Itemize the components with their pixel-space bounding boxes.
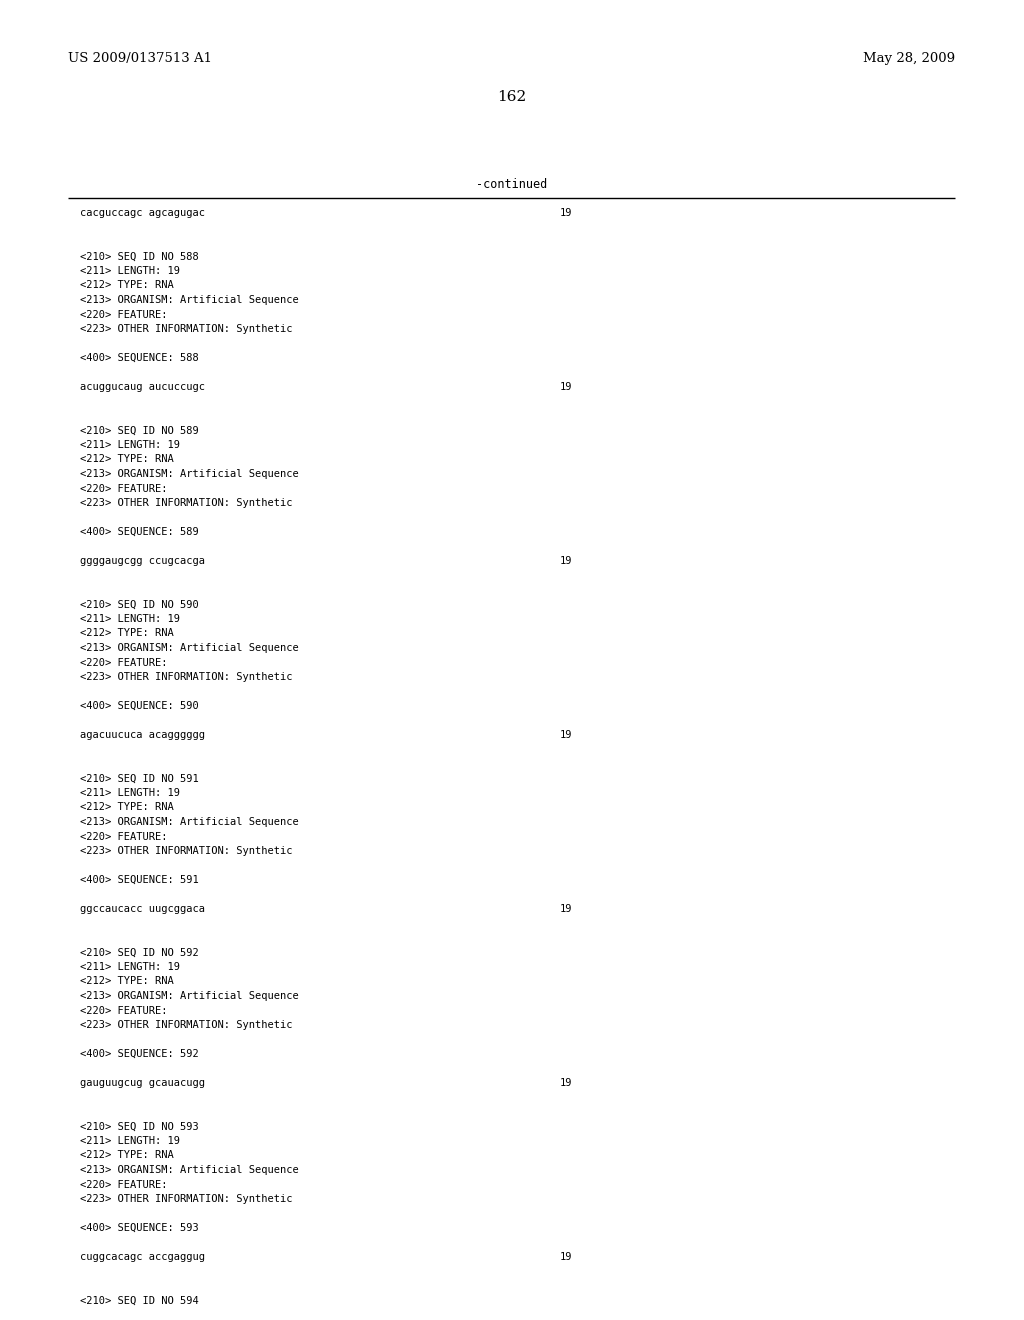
Text: gauguugcug gcauacugg: gauguugcug gcauacugg <box>80 1078 205 1088</box>
Text: <223> OTHER INFORMATION: Synthetic: <223> OTHER INFORMATION: Synthetic <box>80 498 293 508</box>
Text: <220> FEATURE:: <220> FEATURE: <box>80 1180 168 1189</box>
Text: <220> FEATURE:: <220> FEATURE: <box>80 309 168 319</box>
Text: <212> TYPE: RNA: <212> TYPE: RNA <box>80 977 174 986</box>
Text: <210> SEQ ID NO 592: <210> SEQ ID NO 592 <box>80 948 199 957</box>
Text: <223> OTHER INFORMATION: Synthetic: <223> OTHER INFORMATION: Synthetic <box>80 1195 293 1204</box>
Text: <212> TYPE: RNA: <212> TYPE: RNA <box>80 628 174 639</box>
Text: 162: 162 <box>498 90 526 104</box>
Text: <220> FEATURE:: <220> FEATURE: <box>80 483 168 494</box>
Text: <212> TYPE: RNA: <212> TYPE: RNA <box>80 281 174 290</box>
Text: 19: 19 <box>560 556 572 566</box>
Text: <400> SEQUENCE: 591: <400> SEQUENCE: 591 <box>80 875 199 884</box>
Text: US 2009/0137513 A1: US 2009/0137513 A1 <box>68 51 212 65</box>
Text: <223> OTHER INFORMATION: Synthetic: <223> OTHER INFORMATION: Synthetic <box>80 672 293 682</box>
Text: <400> SEQUENCE: 590: <400> SEQUENCE: 590 <box>80 701 199 711</box>
Text: 19: 19 <box>560 381 572 392</box>
Text: <211> LENGTH: 19: <211> LENGTH: 19 <box>80 440 180 450</box>
Text: 19: 19 <box>560 1251 572 1262</box>
Text: cacguccagc agcagugac: cacguccagc agcagugac <box>80 209 205 218</box>
Text: 19: 19 <box>560 904 572 913</box>
Text: <211> LENGTH: 19: <211> LENGTH: 19 <box>80 267 180 276</box>
Text: <220> FEATURE:: <220> FEATURE: <box>80 832 168 842</box>
Text: <213> ORGANISM: Artificial Sequence: <213> ORGANISM: Artificial Sequence <box>80 817 299 828</box>
Text: 19: 19 <box>560 730 572 741</box>
Text: <400> SEQUENCE: 593: <400> SEQUENCE: 593 <box>80 1224 199 1233</box>
Text: <212> TYPE: RNA: <212> TYPE: RNA <box>80 1151 174 1160</box>
Text: <213> ORGANISM: Artificial Sequence: <213> ORGANISM: Artificial Sequence <box>80 294 299 305</box>
Text: <220> FEATURE:: <220> FEATURE: <box>80 1006 168 1015</box>
Text: ggccaucacc uugcggaca: ggccaucacc uugcggaca <box>80 904 205 913</box>
Text: <213> ORGANISM: Artificial Sequence: <213> ORGANISM: Artificial Sequence <box>80 469 299 479</box>
Text: ggggaugcgg ccugcacga: ggggaugcgg ccugcacga <box>80 556 205 566</box>
Text: <211> LENGTH: 19: <211> LENGTH: 19 <box>80 614 180 624</box>
Text: 19: 19 <box>560 1078 572 1088</box>
Text: <211> LENGTH: 19: <211> LENGTH: 19 <box>80 788 180 799</box>
Text: <213> ORGANISM: Artificial Sequence: <213> ORGANISM: Artificial Sequence <box>80 991 299 1001</box>
Text: <211> LENGTH: 19: <211> LENGTH: 19 <box>80 1137 180 1146</box>
Text: 19: 19 <box>560 209 572 218</box>
Text: <220> FEATURE:: <220> FEATURE: <box>80 657 168 668</box>
Text: May 28, 2009: May 28, 2009 <box>863 51 955 65</box>
Text: <210> SEQ ID NO 589: <210> SEQ ID NO 589 <box>80 425 199 436</box>
Text: <400> SEQUENCE: 592: <400> SEQUENCE: 592 <box>80 1049 199 1059</box>
Text: <212> TYPE: RNA: <212> TYPE: RNA <box>80 803 174 813</box>
Text: <212> TYPE: RNA: <212> TYPE: RNA <box>80 454 174 465</box>
Text: <210> SEQ ID NO 593: <210> SEQ ID NO 593 <box>80 1122 199 1131</box>
Text: <223> OTHER INFORMATION: Synthetic: <223> OTHER INFORMATION: Synthetic <box>80 323 293 334</box>
Text: <400> SEQUENCE: 589: <400> SEQUENCE: 589 <box>80 527 199 537</box>
Text: acuggucaug aucuccugc: acuggucaug aucuccugc <box>80 381 205 392</box>
Text: <211> LENGTH: 19: <211> LENGTH: 19 <box>80 962 180 972</box>
Text: <213> ORGANISM: Artificial Sequence: <213> ORGANISM: Artificial Sequence <box>80 1166 299 1175</box>
Text: <400> SEQUENCE: 588: <400> SEQUENCE: 588 <box>80 352 199 363</box>
Text: agacuucuca acagggggg: agacuucuca acagggggg <box>80 730 205 741</box>
Text: <223> OTHER INFORMATION: Synthetic: <223> OTHER INFORMATION: Synthetic <box>80 1020 293 1030</box>
Text: <213> ORGANISM: Artificial Sequence: <213> ORGANISM: Artificial Sequence <box>80 643 299 653</box>
Text: <210> SEQ ID NO 594: <210> SEQ ID NO 594 <box>80 1295 199 1305</box>
Text: <210> SEQ ID NO 588: <210> SEQ ID NO 588 <box>80 252 199 261</box>
Text: <210> SEQ ID NO 590: <210> SEQ ID NO 590 <box>80 599 199 610</box>
Text: <210> SEQ ID NO 591: <210> SEQ ID NO 591 <box>80 774 199 784</box>
Text: <223> OTHER INFORMATION: Synthetic: <223> OTHER INFORMATION: Synthetic <box>80 846 293 855</box>
Text: -continued: -continued <box>476 178 548 191</box>
Text: cuggcacagc accgaggug: cuggcacagc accgaggug <box>80 1251 205 1262</box>
